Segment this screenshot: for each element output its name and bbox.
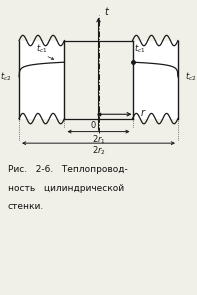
Text: $2r_2$: $2r_2$	[92, 145, 105, 157]
Text: 0: 0	[90, 122, 96, 130]
Text: $r$: $r$	[140, 107, 147, 118]
Text: $t_{c2}$: $t_{c2}$	[186, 71, 197, 83]
Text: ность   цилиндрической: ность цилиндрической	[8, 183, 124, 193]
Text: Рис.   2-6.   Теплопровод-: Рис. 2-6. Теплопровод-	[8, 165, 127, 174]
Polygon shape	[19, 40, 64, 119]
Text: $t_{c2}$: $t_{c2}$	[0, 71, 11, 83]
Text: $t_{c1}$: $t_{c1}$	[36, 42, 48, 55]
Text: стенки.: стенки.	[8, 202, 44, 212]
Polygon shape	[133, 40, 178, 119]
Text: $t$: $t$	[104, 5, 110, 17]
Text: $2r_1$: $2r_1$	[92, 133, 105, 145]
Text: $t_{c1}$: $t_{c1}$	[134, 42, 146, 55]
